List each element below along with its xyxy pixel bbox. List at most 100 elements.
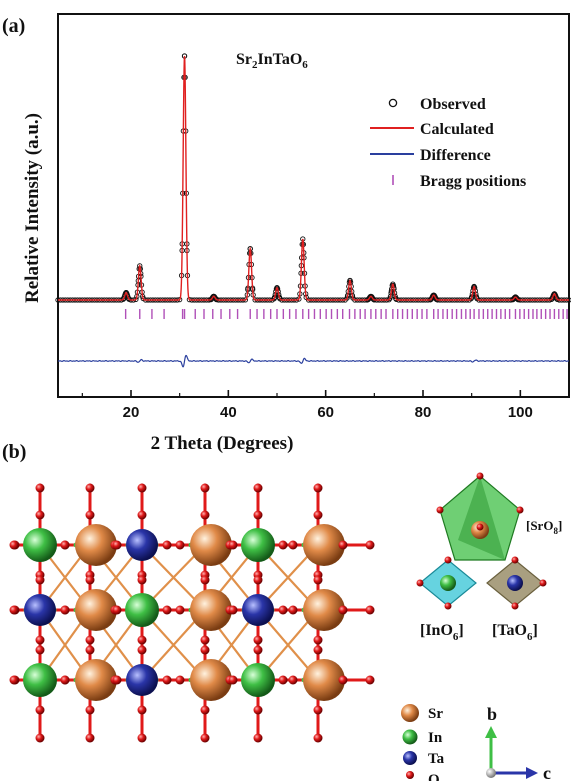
o-atom (35, 635, 45, 645)
legend: Observed Calculated Difference Bragg pos… (370, 96, 526, 190)
in-atom (241, 663, 275, 697)
sr-atom (75, 589, 117, 631)
o-atom (200, 483, 210, 493)
o-atom (162, 540, 172, 550)
o-atom (200, 733, 210, 743)
o-atom (278, 540, 288, 550)
o-legend-atom (406, 771, 414, 779)
in-atom (241, 528, 275, 562)
o-atom (85, 483, 95, 493)
o-atom (162, 605, 172, 615)
c-axis-arrowhead (526, 767, 538, 779)
o-atom (35, 510, 45, 520)
o-atom (85, 575, 95, 585)
in-atom (125, 593, 159, 627)
o-atom (228, 675, 238, 685)
in-atom (23, 528, 57, 562)
o-atom (137, 645, 147, 655)
o-atom (85, 645, 95, 655)
o-atom (85, 733, 95, 743)
b-axis-label: b (487, 704, 497, 724)
o-atom (365, 540, 375, 550)
o-atom (338, 540, 348, 550)
o-atom (200, 575, 210, 585)
axis-origin (486, 768, 496, 778)
sr-atom (303, 659, 345, 701)
c-axis-label: c (543, 763, 551, 781)
o-atom (137, 635, 147, 645)
ta-atom (24, 594, 56, 626)
observed-point (514, 296, 520, 302)
plot-frame (57, 13, 570, 398)
o-atom (137, 705, 147, 715)
o-atom (112, 605, 122, 615)
o-atom (313, 483, 323, 493)
o-atom (112, 540, 122, 550)
o-atom (35, 645, 45, 655)
o-atom (137, 575, 147, 585)
o-atom (338, 675, 348, 685)
oxygen-atom (511, 602, 519, 610)
sr-atom (190, 659, 232, 701)
o-atom (278, 605, 288, 615)
o-atom (137, 510, 147, 520)
x-tick-label: 40 (220, 404, 237, 421)
o-atom (228, 540, 238, 550)
o-atom (9, 675, 19, 685)
ta-atom (242, 594, 274, 626)
oxygen-atom (444, 602, 452, 610)
x-ticks: 20 40 60 80 100 (81, 390, 570, 421)
legend-observed-label: Observed (420, 96, 486, 113)
o-atom (60, 540, 70, 550)
in-legend-label: In (428, 730, 443, 746)
o-atom (253, 635, 263, 645)
o-atom (175, 605, 185, 615)
sr-atom (303, 524, 345, 566)
o-atom (35, 483, 45, 493)
tao6-label: [TaO6] (492, 622, 538, 643)
o-atom (85, 705, 95, 715)
polyhedra-illustration: [SrO8] [InO6] [TaO6] (416, 472, 562, 643)
o-atom (313, 575, 323, 585)
o-atom (35, 733, 45, 743)
o-atom (288, 540, 298, 550)
o-atom (175, 540, 185, 550)
x-tick-label: 20 (123, 404, 140, 421)
o-atom (288, 675, 298, 685)
o-atom (365, 605, 375, 615)
calculated-line (58, 55, 569, 301)
x-tick-label: 60 (317, 404, 334, 421)
o-atom (253, 705, 263, 715)
oxygen-atom (436, 506, 444, 514)
o-atom (35, 575, 45, 585)
o-atom (85, 510, 95, 520)
sr-legend-atom (401, 704, 419, 722)
in-atom (23, 663, 57, 697)
o-atom (9, 605, 19, 615)
o-legend-label: O (428, 772, 440, 781)
xrd-plot: 20 40 60 80 100 (55, 13, 571, 421)
ta-atom (126, 664, 158, 696)
legend-calculated-label: Calculated (420, 121, 494, 138)
o-atom (253, 483, 263, 493)
x-axis-label: 2 Theta (Degrees) (151, 433, 294, 454)
oxygen-atom (476, 472, 484, 480)
sr-atom (190, 524, 232, 566)
ta-legend-atom (403, 751, 417, 765)
sro8-label: [SrO8] (526, 518, 562, 536)
bragg-positions-series (124, 309, 568, 319)
o-atom (313, 510, 323, 520)
crystal-axes: b c (485, 704, 551, 781)
o-atom (338, 605, 348, 615)
panel-a-label: (a) (2, 15, 25, 37)
ta-legend-label: Ta (428, 751, 445, 767)
chart-title: Sr2InTaO6 (236, 51, 308, 71)
o-atom (200, 705, 210, 715)
o-atom (253, 645, 263, 655)
o-atom (60, 675, 70, 685)
oxygen-atom (539, 579, 547, 587)
ino6-center-atom (440, 575, 456, 591)
tao6-center-atom (507, 575, 523, 591)
oxygen-atom (476, 523, 484, 531)
